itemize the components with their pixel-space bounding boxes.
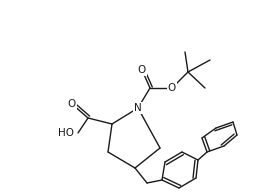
Text: O: O bbox=[68, 99, 76, 109]
Text: HO: HO bbox=[58, 128, 74, 138]
Text: N: N bbox=[134, 103, 142, 113]
Text: O: O bbox=[168, 83, 176, 93]
Text: O: O bbox=[138, 65, 146, 75]
